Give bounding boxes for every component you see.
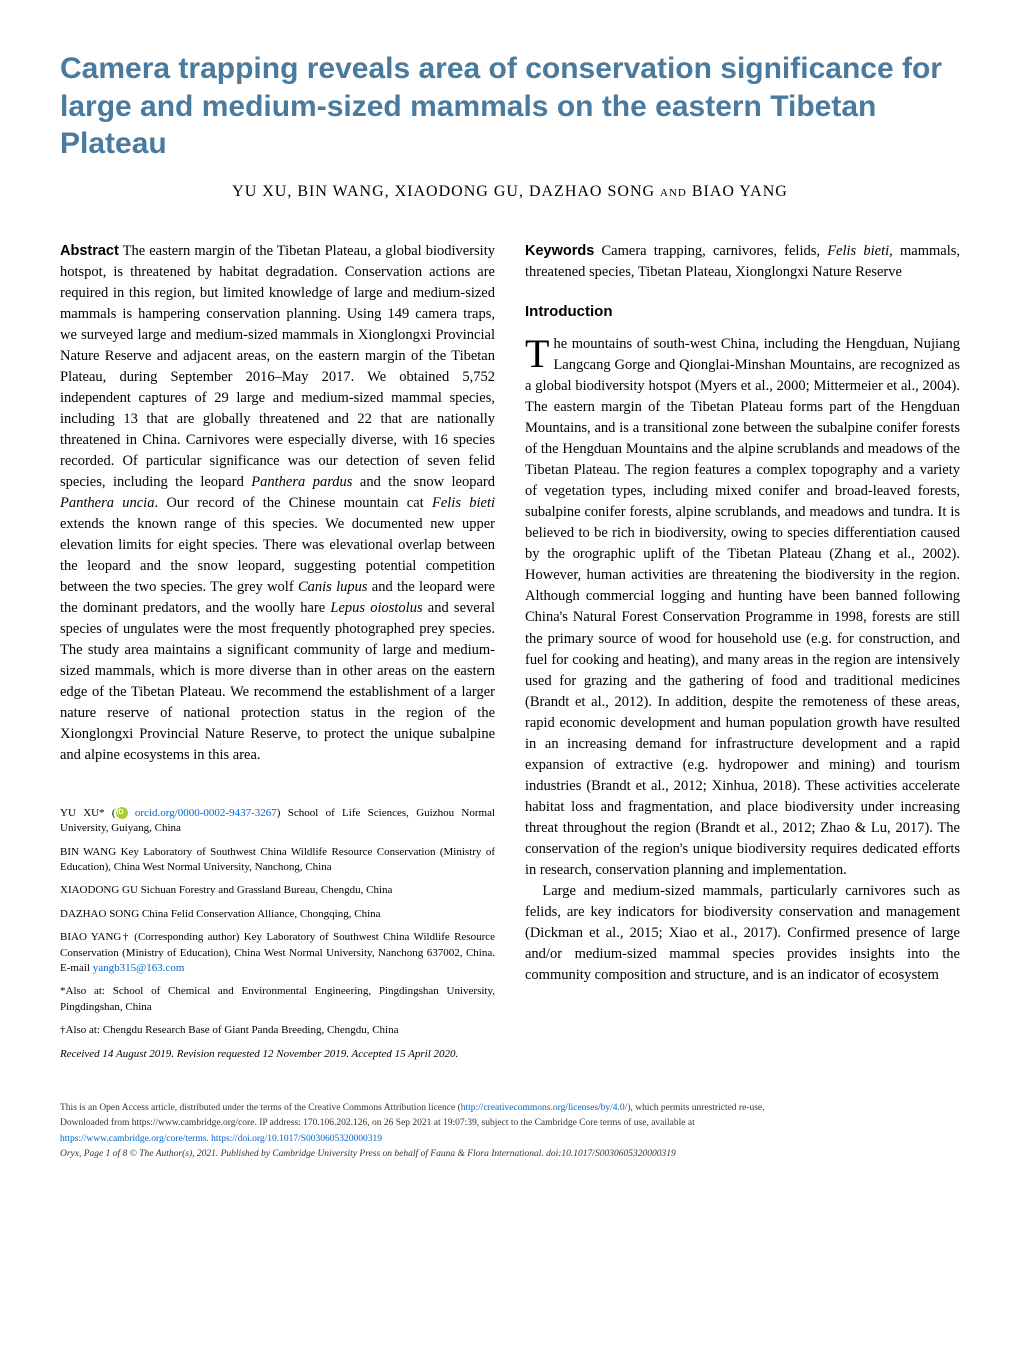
article-title: Camera trapping reveals area of conserva… (60, 50, 960, 163)
abstract-body: The eastern margin of the Tibetan Platea… (60, 243, 495, 763)
authors-text: YU XU, BIN WANG, XIAODONG GU, DAZHAO SON… (232, 183, 788, 200)
orcid-link[interactable]: orcid.org/0000-0002-9437-3267 (135, 807, 277, 819)
footer-oryx: Oryx, Page 1 of 8 © The Author(s), 2021.… (60, 1148, 960, 1161)
abstract-paragraph: Abstract The eastern margin of the Tibet… (60, 241, 495, 766)
affil-name: YU XU* (60, 807, 105, 819)
two-column-layout: Abstract The eastern margin of the Tibet… (60, 241, 960, 1062)
right-column: Keywords Camera trapping, carnivores, fe… (525, 241, 960, 1062)
affil-text: Sichuan Forestry and Grassland Bureau, C… (141, 884, 393, 896)
abstract-label: Abstract (60, 243, 119, 259)
cc-license-link[interactable]: http://creativecommons.org/licenses/by/4… (461, 1103, 628, 1113)
dropcap: T (525, 334, 553, 370)
left-column: Abstract The eastern margin of the Tibet… (60, 241, 495, 1062)
footer-license: This is an Open Access article, distribu… (60, 1102, 960, 1115)
affil-xiaodong-gu: XIAODONG GU Sichuan Forestry and Grassla… (60, 883, 495, 898)
affil-text: China Felid Conservation Alliance, Chong… (142, 908, 381, 920)
keywords-label: Keywords (525, 243, 594, 259)
affil-biao-yang: BIAO YANG† (Corresponding author) Key La… (60, 930, 495, 976)
footer-download: Downloaded from https://www.cambridge.or… (60, 1117, 960, 1130)
orcid-icon (116, 807, 128, 819)
footer-doi-link[interactable]: https://www.cambridge.org/core/terms. ht… (60, 1134, 382, 1144)
affil-text: Key Laboratory of Southwest China Wildli… (60, 846, 495, 873)
intro-paragraph-2: Large and medium-sized mammals, particul… (525, 881, 960, 986)
affil-name: DAZHAO SONG (60, 908, 139, 920)
intro-body-1: he mountains of south-west China, includ… (525, 336, 960, 877)
footer-terms: https://www.cambridge.org/core/terms. ht… (60, 1133, 960, 1146)
introduction-heading: Introduction (525, 301, 960, 323)
affil-name: BIAO YANG† (60, 931, 130, 943)
email-link[interactable]: yangb315@163.com (93, 962, 185, 974)
intro-paragraph-1: The mountains of south-west China, inclu… (525, 334, 960, 880)
affil-bin-wang: BIN WANG Key Laboratory of Southwest Chi… (60, 845, 495, 876)
note-dagger: †Also at: Chengdu Research Base of Giant… (60, 1023, 495, 1038)
affil-yu-xu: YU XU* ( orcid.org/0000-0002-9437-3267) … (60, 806, 495, 837)
authors-line: YU XU, BIN WANG, XIAODONG GU, DAZHAO SON… (60, 183, 960, 201)
footer-text: ), which permits unrestricted re-use, (627, 1103, 764, 1113)
affil-name: BIN WANG (60, 846, 116, 858)
page-footer: This is an Open Access article, distribu… (60, 1102, 960, 1161)
note-star: *Also at: School of Chemical and Environ… (60, 984, 495, 1015)
affil-dazhao-song: DAZHAO SONG China Felid Conservation All… (60, 907, 495, 922)
received-dates: Received 14 August 2019. Revision reques… (60, 1047, 495, 1062)
affiliations-block: YU XU* ( orcid.org/0000-0002-9437-3267) … (60, 806, 495, 1062)
keywords-paragraph: Keywords Camera trapping, carnivores, fe… (525, 241, 960, 283)
footer-journal: Oryx, Page 1 of 8 © The Author(s), 2021.… (60, 1149, 676, 1159)
affil-name: XIAODONG GU (60, 884, 138, 896)
footer-text: This is an Open Access article, distribu… (60, 1103, 461, 1113)
